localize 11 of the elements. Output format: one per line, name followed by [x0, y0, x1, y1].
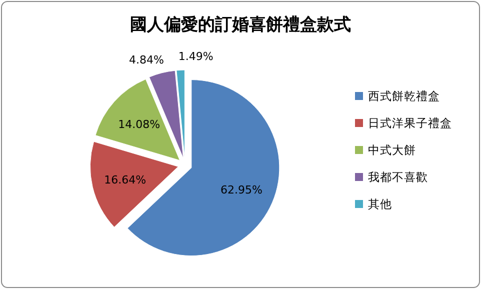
- data-label: 14.08%: [118, 118, 160, 131]
- legend-label: 日式洋果子禮盒: [368, 116, 452, 130]
- data-label: 4.84%: [129, 53, 164, 66]
- legend-label: 其他: [368, 197, 392, 211]
- legend-label: 中式大餅: [368, 143, 416, 157]
- data-label: 1.49%: [178, 50, 214, 64]
- chart-title: 國人偏愛的訂婚喜餅禮盒款式: [130, 15, 351, 35]
- legend-label: 我都不喜歡: [368, 170, 428, 184]
- data-label: 16.64%: [104, 173, 146, 186]
- legend-label: 西式餅乾禮盒: [368, 89, 440, 103]
- data-label: 62.95%: [220, 183, 263, 196]
